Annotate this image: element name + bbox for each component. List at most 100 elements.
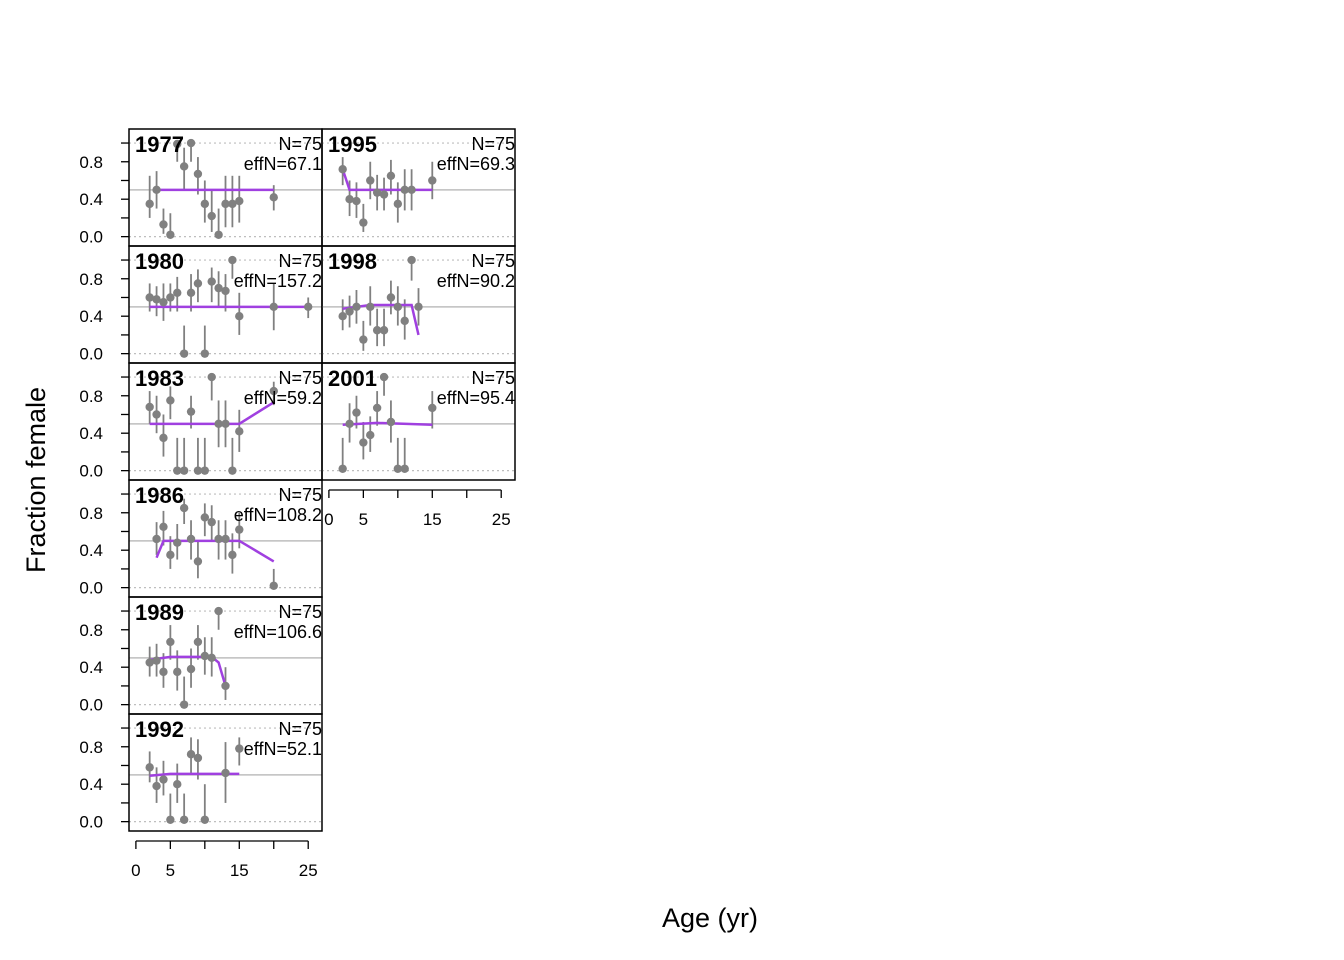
x-tick-label: 25	[492, 510, 511, 529]
expected-line	[149, 401, 275, 426]
expected-line	[342, 421, 433, 427]
observed-point	[214, 606, 223, 616]
observed-point	[386, 171, 396, 180]
observed-point	[193, 279, 203, 288]
panel-frame	[128, 713, 323, 832]
observed-point	[221, 534, 230, 544]
y-tick-label: 0.4	[79, 307, 103, 326]
expected-line	[149, 772, 240, 778]
x-axis-col-2: 0 5 15 25	[324, 489, 511, 529]
y-tick-label: 0.0	[79, 228, 103, 247]
observed-point	[200, 815, 210, 824]
observed-point	[345, 307, 354, 316]
panel-effn-label: effN=157.2	[234, 271, 322, 291]
y-tick-label: 0.8	[79, 738, 103, 757]
observed-point	[214, 534, 223, 544]
observed-point	[159, 667, 168, 677]
observed-point	[159, 297, 168, 307]
observed-point	[235, 312, 244, 321]
observed-point	[152, 781, 161, 791]
panel-n-label: N=75	[278, 602, 322, 622]
observed-point	[345, 419, 354, 429]
observed-point	[159, 433, 168, 443]
observed-point	[173, 780, 182, 789]
observed-point	[207, 653, 216, 663]
observed-point	[152, 410, 161, 419]
x-tick-label: 0	[324, 510, 333, 529]
panel-effn-label: effN=108.2	[234, 505, 322, 525]
panel-year-label: 2001	[328, 366, 377, 391]
x-axis-label: Age (yr)	[662, 903, 758, 933]
observed-point	[359, 438, 368, 447]
observed-point	[186, 407, 196, 416]
observed-point	[152, 185, 161, 195]
observed-point	[193, 637, 203, 647]
observed-point	[269, 302, 278, 312]
observed-point	[407, 185, 416, 195]
panel-effn-label: effN=106.6	[234, 622, 322, 642]
observed-point	[235, 196, 244, 206]
observed-point	[207, 211, 216, 221]
observed-point	[145, 199, 154, 209]
observed-point	[393, 464, 403, 473]
x-tick-label: 25	[299, 861, 318, 880]
y-tick-label: 0.0	[79, 345, 103, 364]
observed-point	[338, 165, 347, 174]
observed-point	[145, 763, 154, 772]
observed-point	[186, 664, 196, 674]
observed-point	[200, 466, 210, 475]
observed-point	[173, 139, 182, 149]
observed-point	[200, 651, 210, 661]
y-tick-label: 0.0	[79, 462, 103, 481]
panel-year-label: 1989	[135, 600, 184, 625]
panel-year-label: 1980	[135, 249, 184, 274]
panel-effn-label: effN=52.1	[244, 739, 322, 759]
panel-frame	[321, 362, 516, 481]
observed-point	[159, 775, 168, 784]
y-tick-label: 0.8	[79, 504, 103, 523]
observed-point	[379, 372, 389, 382]
observed-point	[366, 430, 375, 440]
observed-point	[200, 199, 210, 209]
panel-n-label: N=75	[471, 368, 515, 388]
observed-point	[269, 386, 278, 396]
observed-point	[269, 581, 278, 590]
observed-point	[186, 288, 196, 297]
panel-effn-label: effN=59.2	[244, 388, 322, 408]
observed-point	[186, 138, 196, 148]
observed-point	[152, 295, 161, 304]
y-tick-label: 0.0	[79, 696, 103, 715]
observed-point	[221, 286, 230, 296]
observed-point	[207, 277, 216, 286]
observed-point	[228, 466, 237, 475]
observed-point	[366, 302, 375, 312]
y-tick-label: 0.4	[79, 541, 103, 560]
observed-point	[179, 503, 189, 513]
panel-year-label: 1977	[135, 132, 184, 157]
observed-point	[207, 372, 216, 382]
observed-point	[166, 815, 175, 824]
observed-point	[166, 230, 175, 239]
observed-point	[379, 326, 389, 335]
observed-point	[352, 302, 361, 312]
y-tick-label: 0.8	[79, 270, 103, 289]
observed-point	[179, 349, 189, 358]
x-tick-label: 15	[423, 510, 442, 529]
expected-line	[155, 539, 275, 563]
x-tick-label: 5	[166, 861, 175, 880]
panel-n-label: N=75	[471, 251, 515, 271]
x-axis-col-1: 0 5 15 25	[131, 840, 318, 880]
panel-year-label: 1986	[135, 483, 184, 508]
observed-point	[400, 464, 409, 473]
observed-point	[366, 176, 375, 185]
panel-n-label: N=75	[278, 485, 322, 505]
panel-year-label: 1995	[328, 132, 377, 157]
panel-year-label: 1992	[135, 717, 184, 742]
observed-point	[200, 513, 210, 522]
y-tick-label: 0.8	[79, 153, 103, 172]
observed-point	[193, 466, 203, 475]
